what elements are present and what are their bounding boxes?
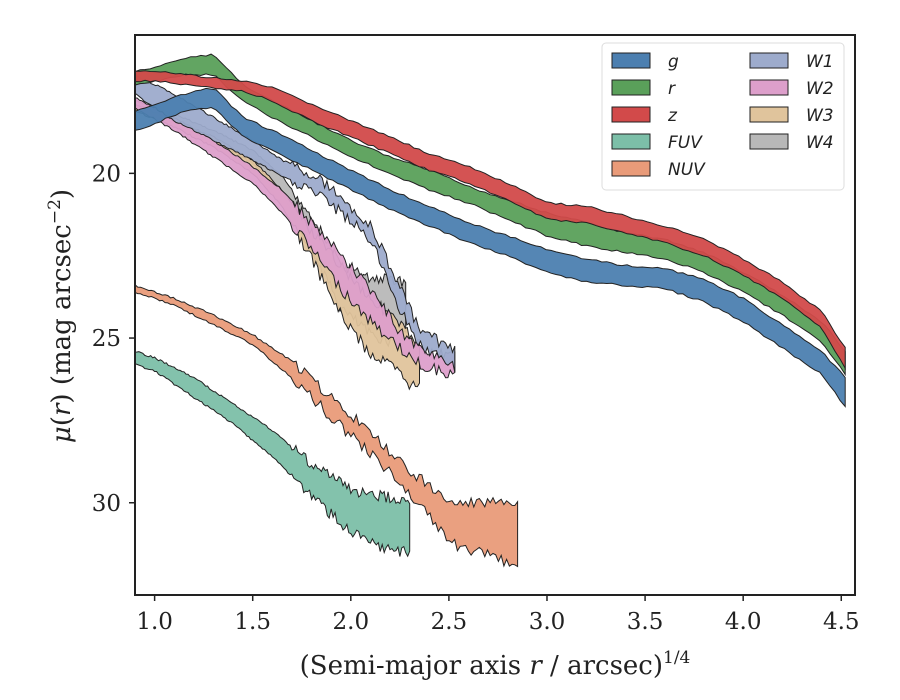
x-tick-label: 2.5 bbox=[431, 609, 468, 635]
x-tick-label: 3.5 bbox=[627, 609, 664, 635]
x-tick-label: 1.0 bbox=[136, 609, 173, 635]
x-tick-label: 3.0 bbox=[529, 609, 566, 635]
legend-label-z: z bbox=[667, 106, 678, 126]
y-axis-label: μ(r) (mag arcsec−2) bbox=[45, 189, 77, 443]
band-g bbox=[134, 87, 846, 408]
legend-swatch-g bbox=[611, 52, 651, 69]
legend-swatch-w1 bbox=[749, 52, 789, 69]
legend-label-fuv: FUV bbox=[668, 133, 703, 153]
legend-label-w4: W4 bbox=[806, 133, 834, 153]
x-tick-label: 4.5 bbox=[823, 609, 860, 635]
legend-label-w1: W1 bbox=[806, 52, 834, 72]
legend-swatch-w3 bbox=[749, 106, 789, 123]
band-r bbox=[134, 53, 846, 377]
x-tick-label: 2.0 bbox=[333, 609, 370, 635]
legend-swatch-w4 bbox=[749, 133, 789, 150]
x-tick-label: 1.5 bbox=[234, 609, 271, 635]
legend-swatch-w2 bbox=[749, 79, 789, 96]
legend-label-r: r bbox=[668, 79, 676, 99]
legend-swatch-fuv bbox=[611, 133, 651, 150]
tick-layer: 1.0 1.5 2.0 2.5 3.0 3.5 4.0 4.5 20 25 30 bbox=[92, 161, 860, 635]
legend-label-w2: W2 bbox=[806, 79, 834, 99]
legend-swatch-z bbox=[611, 106, 651, 123]
y-tick-label: 25 bbox=[92, 326, 121, 352]
legend: grz FUV NUV W1 W2 W3 W4 bbox=[601, 42, 845, 191]
legend-label-g: g bbox=[668, 52, 679, 72]
legend-swatch-r bbox=[611, 79, 651, 96]
band-w2 bbox=[134, 97, 456, 379]
x-tick-label: 4.0 bbox=[725, 609, 762, 635]
plot-frame bbox=[134, 34, 856, 596]
legend-label-w3: W3 bbox=[806, 106, 834, 126]
x-axis-label: (Semi-major axis r / arcsec)1/4 bbox=[300, 648, 691, 681]
band-fuv bbox=[134, 351, 411, 558]
legend-swatch-nuv bbox=[611, 160, 651, 177]
y-tick-label: 30 bbox=[92, 491, 121, 517]
band-layer bbox=[134, 53, 846, 568]
band-nuv bbox=[134, 283, 519, 568]
legend-label-nuv: NUV bbox=[668, 160, 706, 180]
y-tick-label: 20 bbox=[92, 161, 121, 187]
band-z bbox=[134, 70, 846, 371]
